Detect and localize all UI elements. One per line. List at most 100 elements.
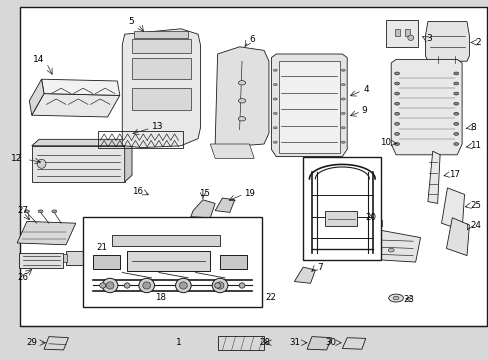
Ellipse shape [24,210,29,213]
Polygon shape [356,230,420,262]
Ellipse shape [100,283,105,288]
Polygon shape [446,218,468,256]
Polygon shape [124,139,132,182]
Ellipse shape [238,99,245,103]
Bar [386,20,417,47]
Ellipse shape [375,247,381,251]
Ellipse shape [394,122,399,125]
Text: 24: 24 [469,221,480,230]
Bar [101,254,106,262]
Text: 31: 31 [289,338,300,347]
Bar [220,255,246,269]
Ellipse shape [175,278,191,293]
Ellipse shape [453,72,458,75]
Ellipse shape [453,122,458,125]
Text: 10: 10 [380,138,390,147]
Text: 15: 15 [199,189,210,198]
Ellipse shape [394,132,399,135]
Polygon shape [190,200,215,218]
Ellipse shape [142,282,150,289]
Ellipse shape [453,143,458,145]
Polygon shape [390,59,461,155]
Text: 7: 7 [316,263,322,271]
Ellipse shape [453,132,458,135]
Text: 12: 12 [11,154,22,163]
Ellipse shape [341,98,345,100]
Ellipse shape [273,69,277,71]
Polygon shape [342,338,365,349]
Ellipse shape [341,69,345,71]
Text: 5: 5 [128,17,134,26]
Ellipse shape [102,278,118,293]
Text: 18: 18 [155,292,166,302]
Ellipse shape [453,102,458,105]
Ellipse shape [341,127,345,129]
Text: 28: 28 [259,338,269,347]
Polygon shape [44,337,68,350]
Ellipse shape [387,248,393,252]
Ellipse shape [238,81,245,85]
Polygon shape [441,188,464,230]
Bar [217,336,264,350]
Bar [175,292,194,304]
Bar [83,217,261,307]
Bar [112,235,220,246]
Text: 26: 26 [17,273,28,282]
Bar [303,157,381,260]
Bar [93,255,120,269]
Bar [132,58,190,79]
Ellipse shape [124,283,130,288]
Text: 2: 2 [474,38,480,47]
Text: 6: 6 [249,35,255,44]
Polygon shape [29,79,44,115]
Text: 21: 21 [97,243,107,252]
Text: 14: 14 [32,55,44,64]
Ellipse shape [38,210,43,213]
Text: 25: 25 [469,201,480,210]
Ellipse shape [37,159,46,168]
Polygon shape [215,47,268,148]
Ellipse shape [238,117,245,121]
Text: 17: 17 [448,170,459,179]
Text: 4: 4 [363,85,368,94]
Bar [132,39,190,53]
Text: 22: 22 [264,292,275,302]
Ellipse shape [388,294,403,302]
Ellipse shape [341,84,345,86]
Ellipse shape [139,278,154,293]
Bar [98,131,183,148]
Polygon shape [122,29,200,148]
Polygon shape [17,221,76,245]
Bar [20,7,486,326]
Text: 9: 9 [361,106,367,115]
Ellipse shape [453,112,458,115]
Bar [394,29,399,36]
Polygon shape [306,337,331,350]
Ellipse shape [273,84,277,86]
Bar [239,292,259,303]
Ellipse shape [273,98,277,100]
Text: 19: 19 [244,189,255,198]
Ellipse shape [273,112,277,114]
Ellipse shape [239,283,244,288]
Ellipse shape [394,102,399,105]
Bar [127,251,210,271]
Ellipse shape [394,72,399,75]
Text: 13: 13 [151,122,163,131]
Bar [134,31,188,38]
Bar [62,254,67,262]
Ellipse shape [214,283,220,288]
Polygon shape [425,22,468,61]
Polygon shape [294,267,315,283]
Polygon shape [427,151,439,203]
Ellipse shape [212,278,227,293]
Polygon shape [271,54,346,157]
Text: 27: 27 [17,206,28,215]
Bar [278,61,339,153]
Ellipse shape [341,141,345,143]
Text: 8: 8 [469,123,475,132]
Text: 20: 20 [365,213,376,222]
Ellipse shape [241,301,245,305]
Text: 1: 1 [175,338,181,347]
Ellipse shape [394,143,399,145]
